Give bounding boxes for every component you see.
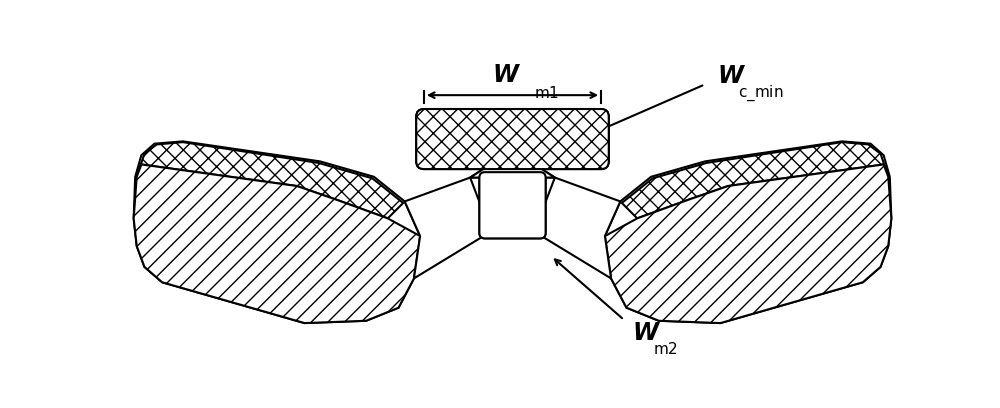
Text: $\bfit{W}$: $\bfit{W}$	[492, 64, 521, 87]
Polygon shape	[134, 164, 420, 323]
Polygon shape	[605, 141, 891, 323]
Polygon shape	[605, 164, 891, 323]
Polygon shape	[470, 162, 555, 177]
Text: $\bfit{W}$: $\bfit{W}$	[717, 65, 746, 88]
FancyBboxPatch shape	[416, 109, 609, 169]
Polygon shape	[405, 177, 491, 278]
Text: $\mathrm{c\_min}$: $\mathrm{c\_min}$	[738, 84, 784, 103]
Polygon shape	[137, 142, 403, 218]
FancyBboxPatch shape	[479, 172, 546, 238]
Polygon shape	[622, 142, 888, 218]
Text: $\mathrm{m1}$: $\mathrm{m1}$	[534, 85, 559, 101]
Text: $\bfit{W}$: $\bfit{W}$	[632, 322, 661, 345]
Polygon shape	[470, 162, 555, 177]
Text: $\mathrm{m2}$: $\mathrm{m2}$	[653, 341, 678, 357]
FancyBboxPatch shape	[416, 109, 609, 169]
Polygon shape	[534, 177, 620, 278]
Polygon shape	[134, 141, 420, 323]
FancyBboxPatch shape	[479, 172, 546, 238]
